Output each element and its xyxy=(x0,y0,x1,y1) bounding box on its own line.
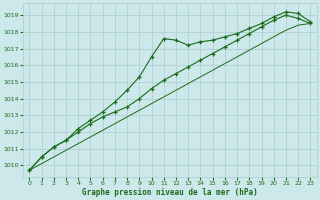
X-axis label: Graphe pression niveau de la mer (hPa): Graphe pression niveau de la mer (hPa) xyxy=(82,188,258,197)
